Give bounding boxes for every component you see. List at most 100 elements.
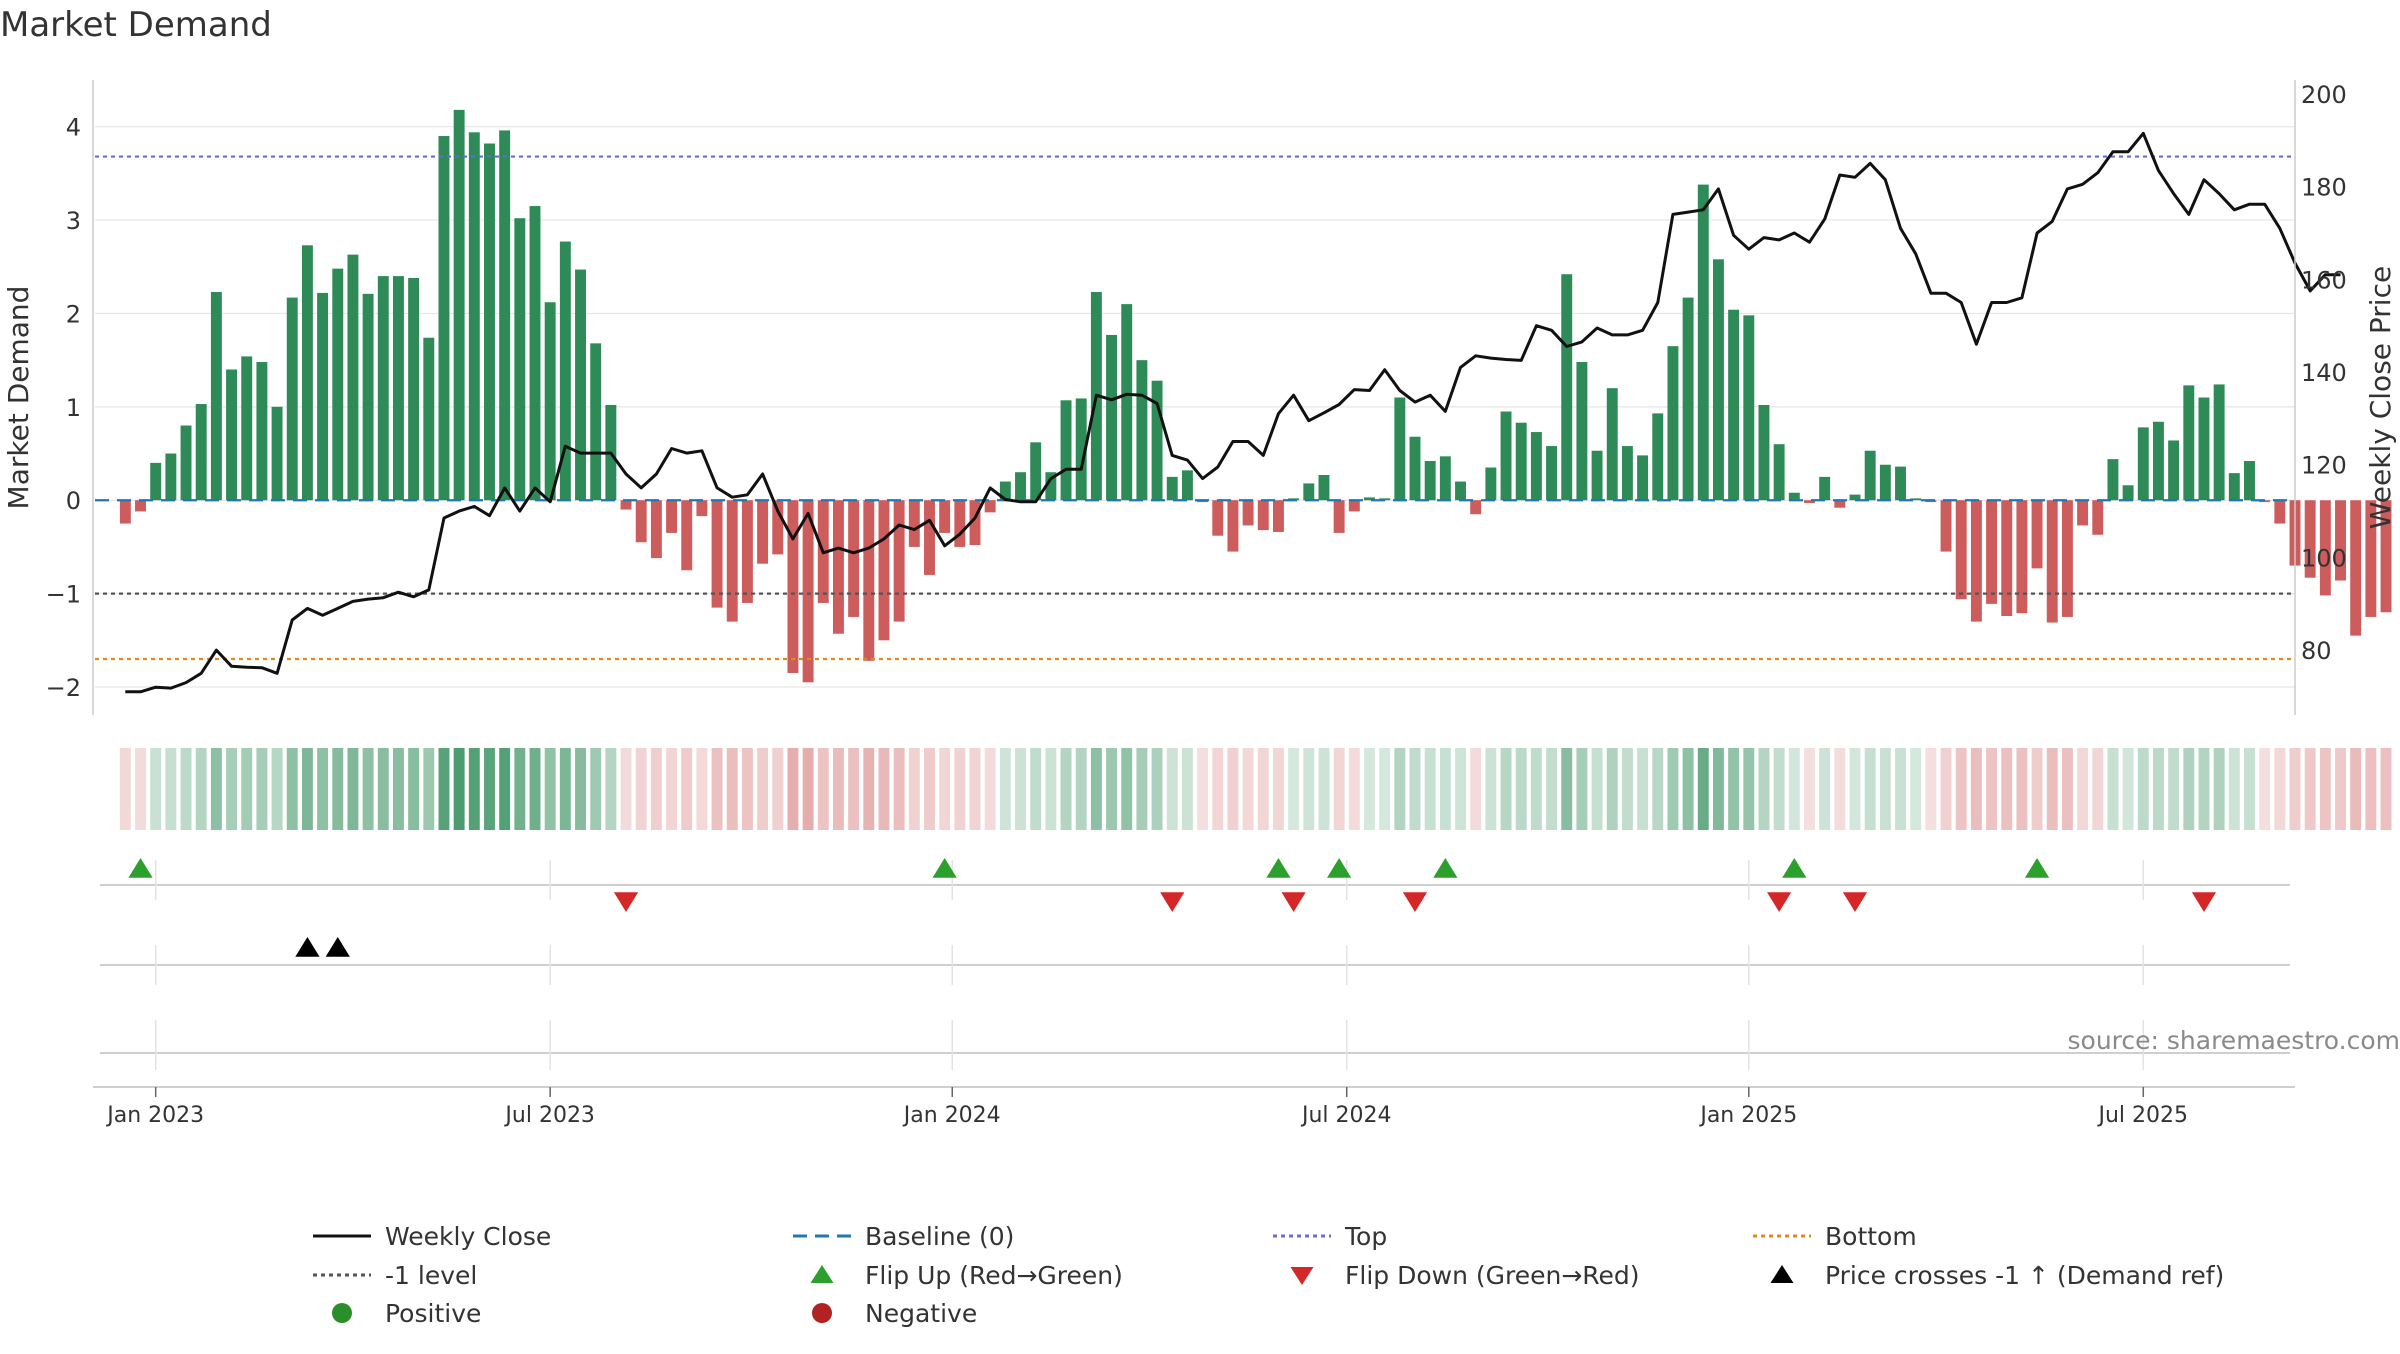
strip-cell: [1592, 748, 1603, 830]
demand-bar: [863, 500, 874, 661]
demand-bar: [1576, 362, 1587, 500]
demand-bar: [681, 500, 692, 570]
strip-cell: [2168, 748, 2179, 830]
strip-cell: [1349, 748, 1360, 830]
demand-bar: [621, 500, 632, 509]
y2-tick-label: 80: [2301, 637, 2332, 665]
legend-label-flip_down: Flip Down (Green→Red): [1345, 1261, 1640, 1290]
strip-cell: [1576, 748, 1587, 830]
strip-cell: [378, 748, 389, 830]
strip-cell: [2365, 748, 2376, 830]
strip-cell: [1941, 748, 1952, 830]
strip-cell: [1106, 748, 1117, 830]
demand-bar: [985, 500, 996, 512]
demand-bar: [894, 500, 905, 621]
flip-up-marker: [1266, 858, 1290, 878]
strip-cell: [2183, 748, 2194, 830]
strip-cell: [1485, 748, 1496, 830]
demand-bar: [1136, 360, 1147, 500]
strip-cell: [1561, 748, 1572, 830]
strip-cell: [1865, 748, 1876, 830]
flip-down-marker: [1843, 892, 1867, 912]
demand-bar: [1713, 259, 1724, 500]
strip-cell: [696, 748, 707, 830]
strip-cell: [848, 748, 859, 830]
strip-cell: [666, 748, 677, 830]
strip-cell: [256, 748, 267, 830]
strip-cell: [1698, 748, 1709, 830]
legend-label-cross: Price crosses -1 ↑ (Demand ref): [1825, 1261, 2224, 1290]
strip-cell: [530, 748, 541, 830]
strip-cell: [1774, 748, 1785, 830]
flip-up-marker: [1433, 858, 1457, 878]
legend-item-cross: Price crosses -1 ↑ (Demand ref): [1771, 1261, 2225, 1290]
demand-bar: [1546, 446, 1557, 500]
strip-cell: [1091, 748, 1102, 830]
demand-bar: [1516, 423, 1527, 501]
demand-bar: [1303, 483, 1314, 500]
legend-item-flip_up: Flip Up (Red→Green): [811, 1261, 1123, 1290]
demand-bar: [1637, 455, 1648, 500]
strip-cell: [909, 748, 920, 830]
strip-cell: [560, 748, 571, 830]
strip-cell: [1546, 748, 1557, 830]
demand-bar: [712, 500, 723, 607]
demand-bar: [1106, 335, 1117, 500]
strip-cell: [1364, 748, 1375, 830]
strip-cell: [2290, 748, 2301, 830]
strip-cell: [605, 748, 616, 830]
demand-bar: [2001, 500, 2012, 616]
strip-cell: [924, 748, 935, 830]
strip-cell: [727, 748, 738, 830]
strip-cell: [1227, 748, 1238, 830]
strip-cell: [1076, 748, 1087, 830]
y-tick-label: 1: [66, 394, 81, 422]
strip-cell: [985, 748, 996, 830]
strip-cell: [2153, 748, 2164, 830]
flip-down-marker: [1160, 892, 1184, 912]
demand-bar: [1015, 472, 1026, 500]
demand-bar: [1470, 500, 1481, 514]
strip-cell: [2016, 748, 2027, 830]
demand-bar: [1652, 413, 1663, 500]
demand-bar: [2047, 500, 2058, 622]
demand-bar: [2077, 500, 2088, 525]
strip-cell: [1015, 748, 1026, 830]
strip-cell: [2032, 748, 2043, 830]
strip-cell: [439, 748, 450, 830]
demand-bar: [1349, 500, 1360, 511]
flip-up-marker: [1782, 858, 1806, 878]
demand-bar: [1743, 315, 1754, 500]
demand-bar: [1227, 500, 1238, 551]
y2-tick-label: 180: [2301, 174, 2347, 202]
demand-bar: [347, 255, 358, 501]
strip-cell: [2092, 748, 2103, 830]
legend-swatch-flip_down: [1291, 1267, 1314, 1285]
demand-bar: [1243, 500, 1254, 525]
y-tick-label: 3: [66, 207, 81, 235]
strip-cell: [1379, 748, 1390, 830]
strip-cell: [1531, 748, 1542, 830]
legend-label-flip_up: Flip Up (Red→Green): [865, 1261, 1123, 1290]
demand-bar: [423, 338, 434, 500]
demand-bar: [909, 500, 920, 547]
demand-bar: [378, 276, 389, 500]
demand-bar: [1258, 500, 1269, 530]
strip-cell: [1910, 748, 1921, 830]
strip-cell: [1607, 748, 1618, 830]
flip-up-marker: [2025, 858, 2049, 878]
strip-cell: [1288, 748, 1299, 830]
demand-bar: [742, 500, 753, 603]
demand-bar: [530, 206, 541, 500]
flip-down-marker: [614, 892, 638, 912]
flip-up-marker: [128, 858, 152, 878]
strip-cell: [484, 748, 495, 830]
strip-cell: [863, 748, 874, 830]
strip-cell: [317, 748, 328, 830]
strip-cell: [954, 748, 965, 830]
demand-bar: [514, 218, 525, 500]
demand-bar: [120, 500, 131, 523]
strip-cell: [712, 748, 723, 830]
demand-bar: [1212, 500, 1223, 535]
strip-cell: [1713, 748, 1724, 830]
